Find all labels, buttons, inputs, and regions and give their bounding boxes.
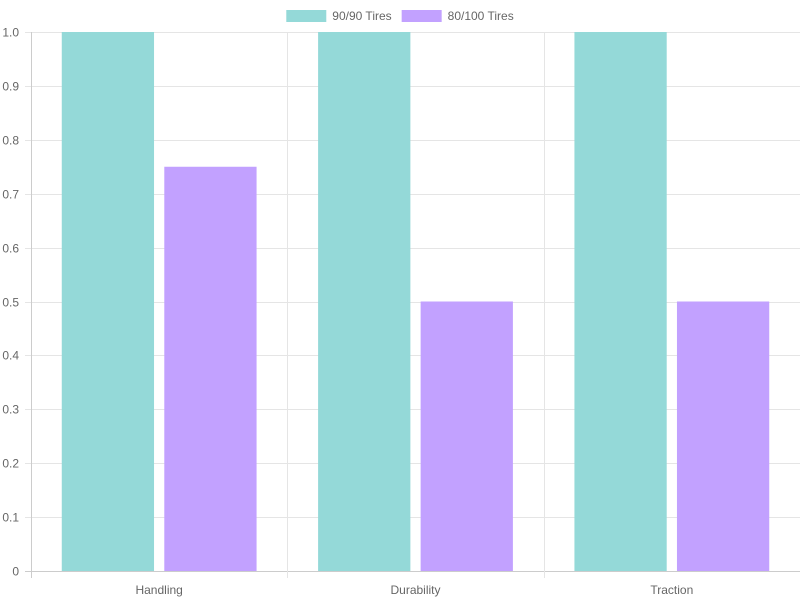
x-tick-label: Durability bbox=[390, 583, 440, 597]
legend-swatch bbox=[401, 10, 442, 22]
y-tick-label: 0.8 bbox=[2, 134, 19, 148]
legend[interactable]: 90/90 Tires 80/100 Tires bbox=[286, 9, 514, 23]
x-tick-label: Traction bbox=[650, 583, 693, 597]
bars bbox=[61, 32, 770, 572]
bar-80-100-tires-handling[interactable] bbox=[164, 166, 257, 571]
y-tick-label: 0.6 bbox=[2, 242, 19, 256]
y-axis: 0 0.1 0.2 0.3 0.4 0.5 0.6 0.7 0.8 0.9 1.0 bbox=[2, 26, 19, 579]
y-tick-label: 0.7 bbox=[2, 188, 19, 202]
legend-swatch bbox=[286, 10, 327, 22]
y-tick-label: 0.4 bbox=[2, 349, 19, 363]
y-tick-label: 0.2 bbox=[2, 457, 19, 471]
y-tick-label: 0.3 bbox=[2, 403, 19, 417]
legend-item[interactable]: 90/90 Tires bbox=[286, 9, 392, 23]
legend-label: 80/100 Tires bbox=[448, 9, 514, 23]
legend-label: 90/90 Tires bbox=[332, 9, 391, 23]
bar-90-90-tires-durability[interactable] bbox=[318, 32, 411, 571]
bar-80-100-tires-durability[interactable] bbox=[420, 301, 513, 572]
y-tick-label: 0.1 bbox=[2, 511, 19, 525]
bar-80-100-tires-traction[interactable] bbox=[676, 301, 770, 572]
y-tick-label: 0.9 bbox=[2, 80, 19, 94]
legend-item[interactable]: 80/100 Tires bbox=[401, 9, 514, 23]
x-axis: Handling Durability Traction bbox=[135, 583, 693, 597]
y-tick-label: 0.5 bbox=[2, 296, 19, 310]
bar-90-90-tires-traction[interactable] bbox=[574, 32, 667, 571]
y-tick-label: 0 bbox=[12, 565, 19, 579]
y-tick-label: 1.0 bbox=[2, 26, 19, 40]
bar-90-90-tires-handling[interactable] bbox=[61, 32, 155, 571]
x-tick-label: Handling bbox=[135, 583, 182, 597]
grid-lines bbox=[25, 32, 800, 578]
